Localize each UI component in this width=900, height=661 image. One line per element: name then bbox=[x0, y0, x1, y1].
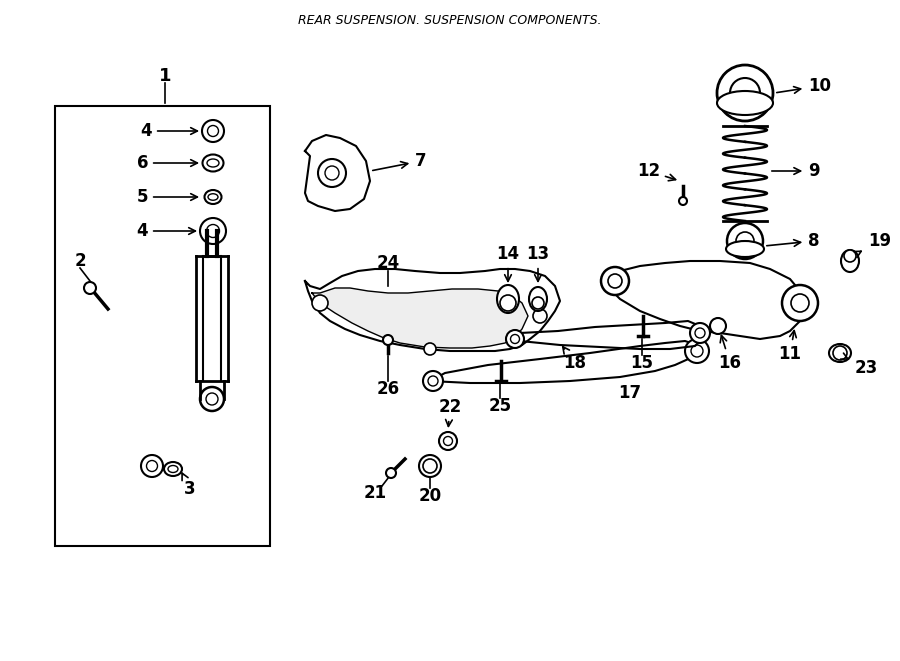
Text: 7: 7 bbox=[373, 152, 427, 171]
Circle shape bbox=[206, 225, 220, 237]
Ellipse shape bbox=[717, 91, 773, 115]
Circle shape bbox=[791, 294, 809, 312]
Ellipse shape bbox=[841, 250, 859, 272]
Ellipse shape bbox=[829, 344, 851, 362]
Circle shape bbox=[685, 339, 709, 363]
Circle shape bbox=[730, 78, 760, 108]
Text: 22: 22 bbox=[438, 398, 462, 426]
Circle shape bbox=[695, 328, 705, 338]
Ellipse shape bbox=[529, 287, 547, 311]
Ellipse shape bbox=[726, 241, 764, 257]
Text: 3: 3 bbox=[182, 473, 196, 498]
Circle shape bbox=[141, 455, 163, 477]
Ellipse shape bbox=[419, 455, 441, 477]
Circle shape bbox=[608, 274, 622, 288]
Text: 8: 8 bbox=[767, 232, 820, 250]
Circle shape bbox=[202, 120, 224, 142]
Text: 16: 16 bbox=[718, 335, 742, 372]
Text: 9: 9 bbox=[772, 162, 820, 180]
Circle shape bbox=[601, 267, 629, 295]
Circle shape bbox=[736, 232, 754, 250]
Circle shape bbox=[717, 65, 773, 121]
Ellipse shape bbox=[164, 462, 182, 476]
Text: 5: 5 bbox=[137, 188, 197, 206]
Circle shape bbox=[500, 295, 516, 311]
Circle shape bbox=[423, 459, 437, 473]
Text: 18: 18 bbox=[562, 347, 587, 372]
Circle shape bbox=[679, 197, 687, 205]
Polygon shape bbox=[305, 135, 370, 211]
Ellipse shape bbox=[497, 285, 519, 313]
Text: 24: 24 bbox=[376, 254, 400, 272]
Text: 13: 13 bbox=[526, 245, 550, 282]
Circle shape bbox=[84, 282, 96, 294]
Text: 26: 26 bbox=[376, 380, 400, 398]
Circle shape bbox=[439, 432, 457, 450]
Ellipse shape bbox=[204, 190, 221, 204]
Polygon shape bbox=[305, 269, 560, 351]
Circle shape bbox=[510, 334, 519, 344]
Text: 12: 12 bbox=[637, 162, 676, 180]
Ellipse shape bbox=[202, 155, 223, 171]
Text: 14: 14 bbox=[497, 245, 519, 282]
Circle shape bbox=[444, 436, 453, 446]
Text: 10: 10 bbox=[777, 77, 831, 95]
Circle shape bbox=[423, 371, 443, 391]
Circle shape bbox=[386, 468, 396, 478]
Polygon shape bbox=[428, 341, 700, 383]
Circle shape bbox=[710, 318, 726, 334]
Circle shape bbox=[506, 330, 524, 348]
Circle shape bbox=[200, 218, 226, 244]
Circle shape bbox=[383, 335, 393, 345]
Bar bbox=[55, 106, 270, 546]
Text: REAR SUSPENSION. SUSPENSION COMPONENTS.: REAR SUSPENSION. SUSPENSION COMPONENTS. bbox=[298, 15, 602, 28]
Ellipse shape bbox=[168, 465, 178, 473]
Circle shape bbox=[533, 309, 547, 323]
Circle shape bbox=[147, 461, 158, 471]
Circle shape bbox=[424, 343, 436, 355]
Circle shape bbox=[318, 159, 346, 187]
Text: 4: 4 bbox=[140, 122, 197, 140]
Circle shape bbox=[833, 346, 847, 360]
Circle shape bbox=[325, 166, 339, 180]
Text: 4: 4 bbox=[137, 222, 195, 240]
Text: 20: 20 bbox=[418, 487, 442, 505]
Text: 6: 6 bbox=[137, 154, 197, 172]
Circle shape bbox=[312, 295, 328, 311]
Text: 23: 23 bbox=[841, 353, 878, 377]
Text: 2: 2 bbox=[74, 252, 86, 270]
Circle shape bbox=[782, 285, 818, 321]
Circle shape bbox=[727, 223, 763, 259]
Circle shape bbox=[844, 250, 856, 262]
Text: 1: 1 bbox=[158, 67, 171, 85]
Text: 25: 25 bbox=[489, 397, 511, 415]
Polygon shape bbox=[312, 288, 528, 348]
Circle shape bbox=[208, 126, 219, 137]
Circle shape bbox=[690, 323, 710, 343]
Text: 19: 19 bbox=[854, 232, 891, 257]
Polygon shape bbox=[512, 321, 705, 349]
Circle shape bbox=[206, 393, 218, 405]
Circle shape bbox=[691, 345, 703, 357]
Circle shape bbox=[200, 387, 224, 411]
Ellipse shape bbox=[207, 159, 219, 167]
Polygon shape bbox=[608, 261, 805, 339]
Circle shape bbox=[532, 297, 544, 309]
Ellipse shape bbox=[208, 194, 218, 200]
Text: 21: 21 bbox=[364, 484, 387, 502]
Text: 11: 11 bbox=[778, 330, 802, 363]
Text: 17: 17 bbox=[618, 384, 642, 402]
Circle shape bbox=[428, 376, 438, 386]
Text: 15: 15 bbox=[631, 354, 653, 372]
